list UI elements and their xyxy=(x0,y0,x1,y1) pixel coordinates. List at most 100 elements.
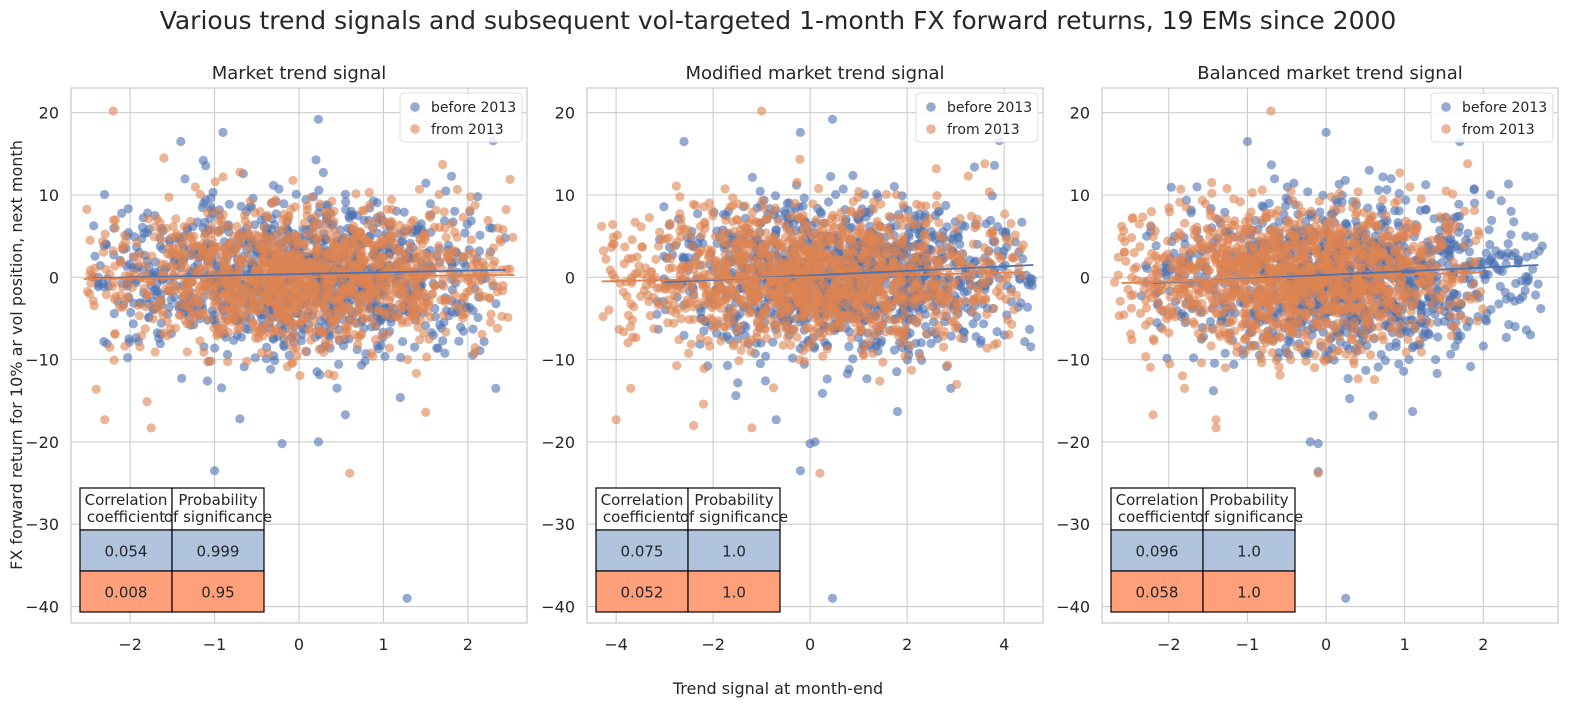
point-before-2013 xyxy=(971,332,981,342)
point-from-2013 xyxy=(223,250,233,260)
point-from-2013 xyxy=(898,200,908,210)
point-from-2013 xyxy=(1006,219,1016,229)
point-from-2013 xyxy=(620,242,630,252)
point-from-2013 xyxy=(159,153,169,163)
point-before-2013 xyxy=(822,374,832,384)
point-from-2013 xyxy=(459,252,469,262)
point-from-2013 xyxy=(82,286,93,297)
regression-line xyxy=(83,273,515,280)
point-from-2013 xyxy=(352,267,362,277)
point-from-2013 xyxy=(729,226,739,237)
point-from-2013 xyxy=(707,302,717,313)
y-tick-label: −30 xyxy=(541,515,575,534)
point-from-2013 xyxy=(143,214,154,224)
point-from-2013 xyxy=(276,260,286,270)
point-before-2013 xyxy=(979,319,989,329)
point-from-2013 xyxy=(989,303,999,313)
point-from-2013 xyxy=(855,221,866,231)
point-from-2013 xyxy=(451,301,461,311)
point-from-2013 xyxy=(205,264,215,275)
point-from-2013 xyxy=(814,250,824,260)
point-from-2013 xyxy=(147,251,157,261)
point-before-2013 xyxy=(789,218,799,228)
point-from-2013 xyxy=(402,355,413,365)
point-from-2013 xyxy=(458,212,468,222)
point-from-2013 xyxy=(254,326,264,336)
point-from-2013 xyxy=(329,370,339,381)
point-from-2013 xyxy=(711,231,721,241)
point-from-2013 xyxy=(98,237,108,247)
point-from-2013 xyxy=(179,291,189,301)
point-before-2013 xyxy=(491,383,501,393)
point-before-2013 xyxy=(274,184,284,194)
point-from-2013 xyxy=(406,217,416,227)
x-tick-label: −1 xyxy=(203,635,227,654)
point-from-2013 xyxy=(628,332,638,342)
point-from-2013 xyxy=(132,238,142,248)
point-from-2013 xyxy=(684,348,694,358)
point-from-2013 xyxy=(331,230,342,240)
point-from-2013 xyxy=(626,322,636,332)
point-from-2013 xyxy=(288,344,298,354)
point-from-2013 xyxy=(767,315,777,325)
x-tick-label: 1 xyxy=(378,635,388,654)
point-before-2013 xyxy=(360,356,370,366)
point-from-2013 xyxy=(674,335,684,345)
x-tick-label: 2 xyxy=(902,635,912,654)
point-from-2013 xyxy=(737,295,747,305)
point-before-2013 xyxy=(844,341,854,352)
point-before-2013 xyxy=(747,172,758,182)
point-from-2013 xyxy=(221,290,231,300)
point-from-2013 xyxy=(653,300,664,310)
legend-marker xyxy=(410,102,420,112)
point-from-2013 xyxy=(720,250,730,260)
point-before-2013 xyxy=(892,367,902,377)
point-from-2013 xyxy=(735,321,745,331)
y-tick-label: −20 xyxy=(25,433,59,452)
point-from-2013 xyxy=(508,232,518,242)
point-from-2013 xyxy=(161,284,171,294)
point-from-2013 xyxy=(694,247,704,257)
point-from-2013 xyxy=(466,277,476,287)
point-before-2013 xyxy=(137,222,147,232)
point-from-2013 xyxy=(943,291,954,301)
x-tick-label: 2 xyxy=(463,635,473,654)
point-from-2013 xyxy=(277,317,287,327)
point-before-2013 xyxy=(827,114,838,124)
point-before-2013 xyxy=(795,127,806,137)
point-before-2013 xyxy=(848,354,858,364)
point-from-2013 xyxy=(235,167,245,177)
point-before-2013 xyxy=(311,155,321,165)
point-before-2013 xyxy=(202,376,212,386)
table-cell-value: 0.054 xyxy=(105,543,148,561)
point-from-2013 xyxy=(945,270,955,280)
point-before-2013 xyxy=(491,299,501,309)
point-from-2013 xyxy=(663,233,674,243)
point-before-2013 xyxy=(340,189,350,199)
point-from-2013 xyxy=(140,324,150,334)
point-from-2013 xyxy=(834,315,844,325)
point-from-2013 xyxy=(813,317,824,327)
point-before-2013 xyxy=(731,391,741,401)
point-from-2013 xyxy=(794,355,805,365)
point-before-2013 xyxy=(291,189,301,199)
point-from-2013 xyxy=(968,239,978,249)
point-from-2013 xyxy=(744,338,754,348)
point-before-2013 xyxy=(123,204,133,214)
x-axis-label: Trend signal at month-end xyxy=(672,679,883,698)
point-before-2013 xyxy=(838,184,848,194)
point-from-2013 xyxy=(505,264,515,274)
point-from-2013 xyxy=(308,221,318,231)
point-from-2013 xyxy=(219,301,229,311)
point-from-2013 xyxy=(815,231,825,241)
point-from-2013 xyxy=(700,219,710,229)
point-from-2013 xyxy=(905,341,915,351)
point-from-2013 xyxy=(1002,273,1012,283)
point-from-2013 xyxy=(370,216,380,226)
point-from-2013 xyxy=(754,246,764,256)
point-from-2013 xyxy=(387,204,397,215)
point-from-2013 xyxy=(279,253,289,263)
point-from-2013 xyxy=(912,257,923,267)
point-before-2013 xyxy=(123,353,133,363)
point-from-2013 xyxy=(91,384,101,394)
